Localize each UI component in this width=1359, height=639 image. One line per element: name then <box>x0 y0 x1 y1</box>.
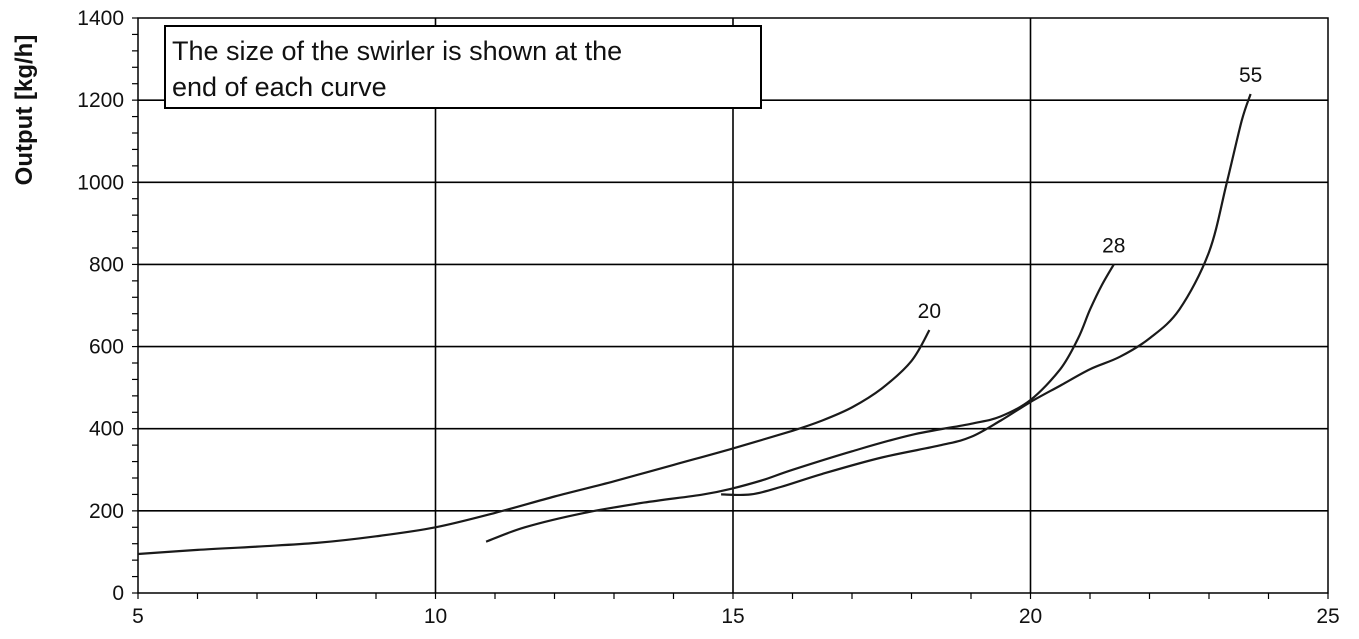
x-tick-label: 25 <box>1316 605 1339 628</box>
y-tick-label: 800 <box>89 253 124 276</box>
y-tick-label: 1000 <box>77 171 124 194</box>
y-tick-label: 600 <box>89 336 124 359</box>
y-tick-label: 400 <box>89 418 124 441</box>
x-tick-label: 5 <box>132 605 144 628</box>
y-tick-label: 1400 <box>77 7 124 30</box>
series-end-label-55: 55 <box>1239 64 1262 87</box>
annotation-line-1: The size of the swirler is shown at the <box>172 36 622 66</box>
annotation-line-2: end of each curve <box>172 72 387 102</box>
y-axis-tick-labels: 0 200 400 600 800 1000 1200 1400 <box>77 7 124 605</box>
x-tick-label: 20 <box>1019 605 1042 628</box>
x-tick-label: 15 <box>721 605 744 628</box>
series-line-55 <box>721 93 1252 497</box>
series-line-20 <box>137 329 931 556</box>
series-end-label-20: 20 <box>918 300 941 323</box>
series-lines <box>137 93 1252 556</box>
y-tick-label: 200 <box>89 500 124 523</box>
minor-ticks <box>132 17 1329 599</box>
y-tick-label: 0 <box>112 582 124 605</box>
y-tick-label: 1200 <box>77 89 124 112</box>
x-axis-tick-labels: 5 10 15 20 25 <box>132 605 1340 628</box>
series-end-labels: 20 28 55 <box>918 64 1263 323</box>
x-tick-label: 10 <box>424 605 447 628</box>
annotation-frame <box>164 25 762 109</box>
series-line-28 <box>485 263 1115 543</box>
y-axis-label: Output [kg/h] <box>11 35 38 186</box>
series-end-label-28: 28 <box>1102 234 1125 257</box>
annotation-box: The size of the swirler is shown at the … <box>164 25 762 109</box>
